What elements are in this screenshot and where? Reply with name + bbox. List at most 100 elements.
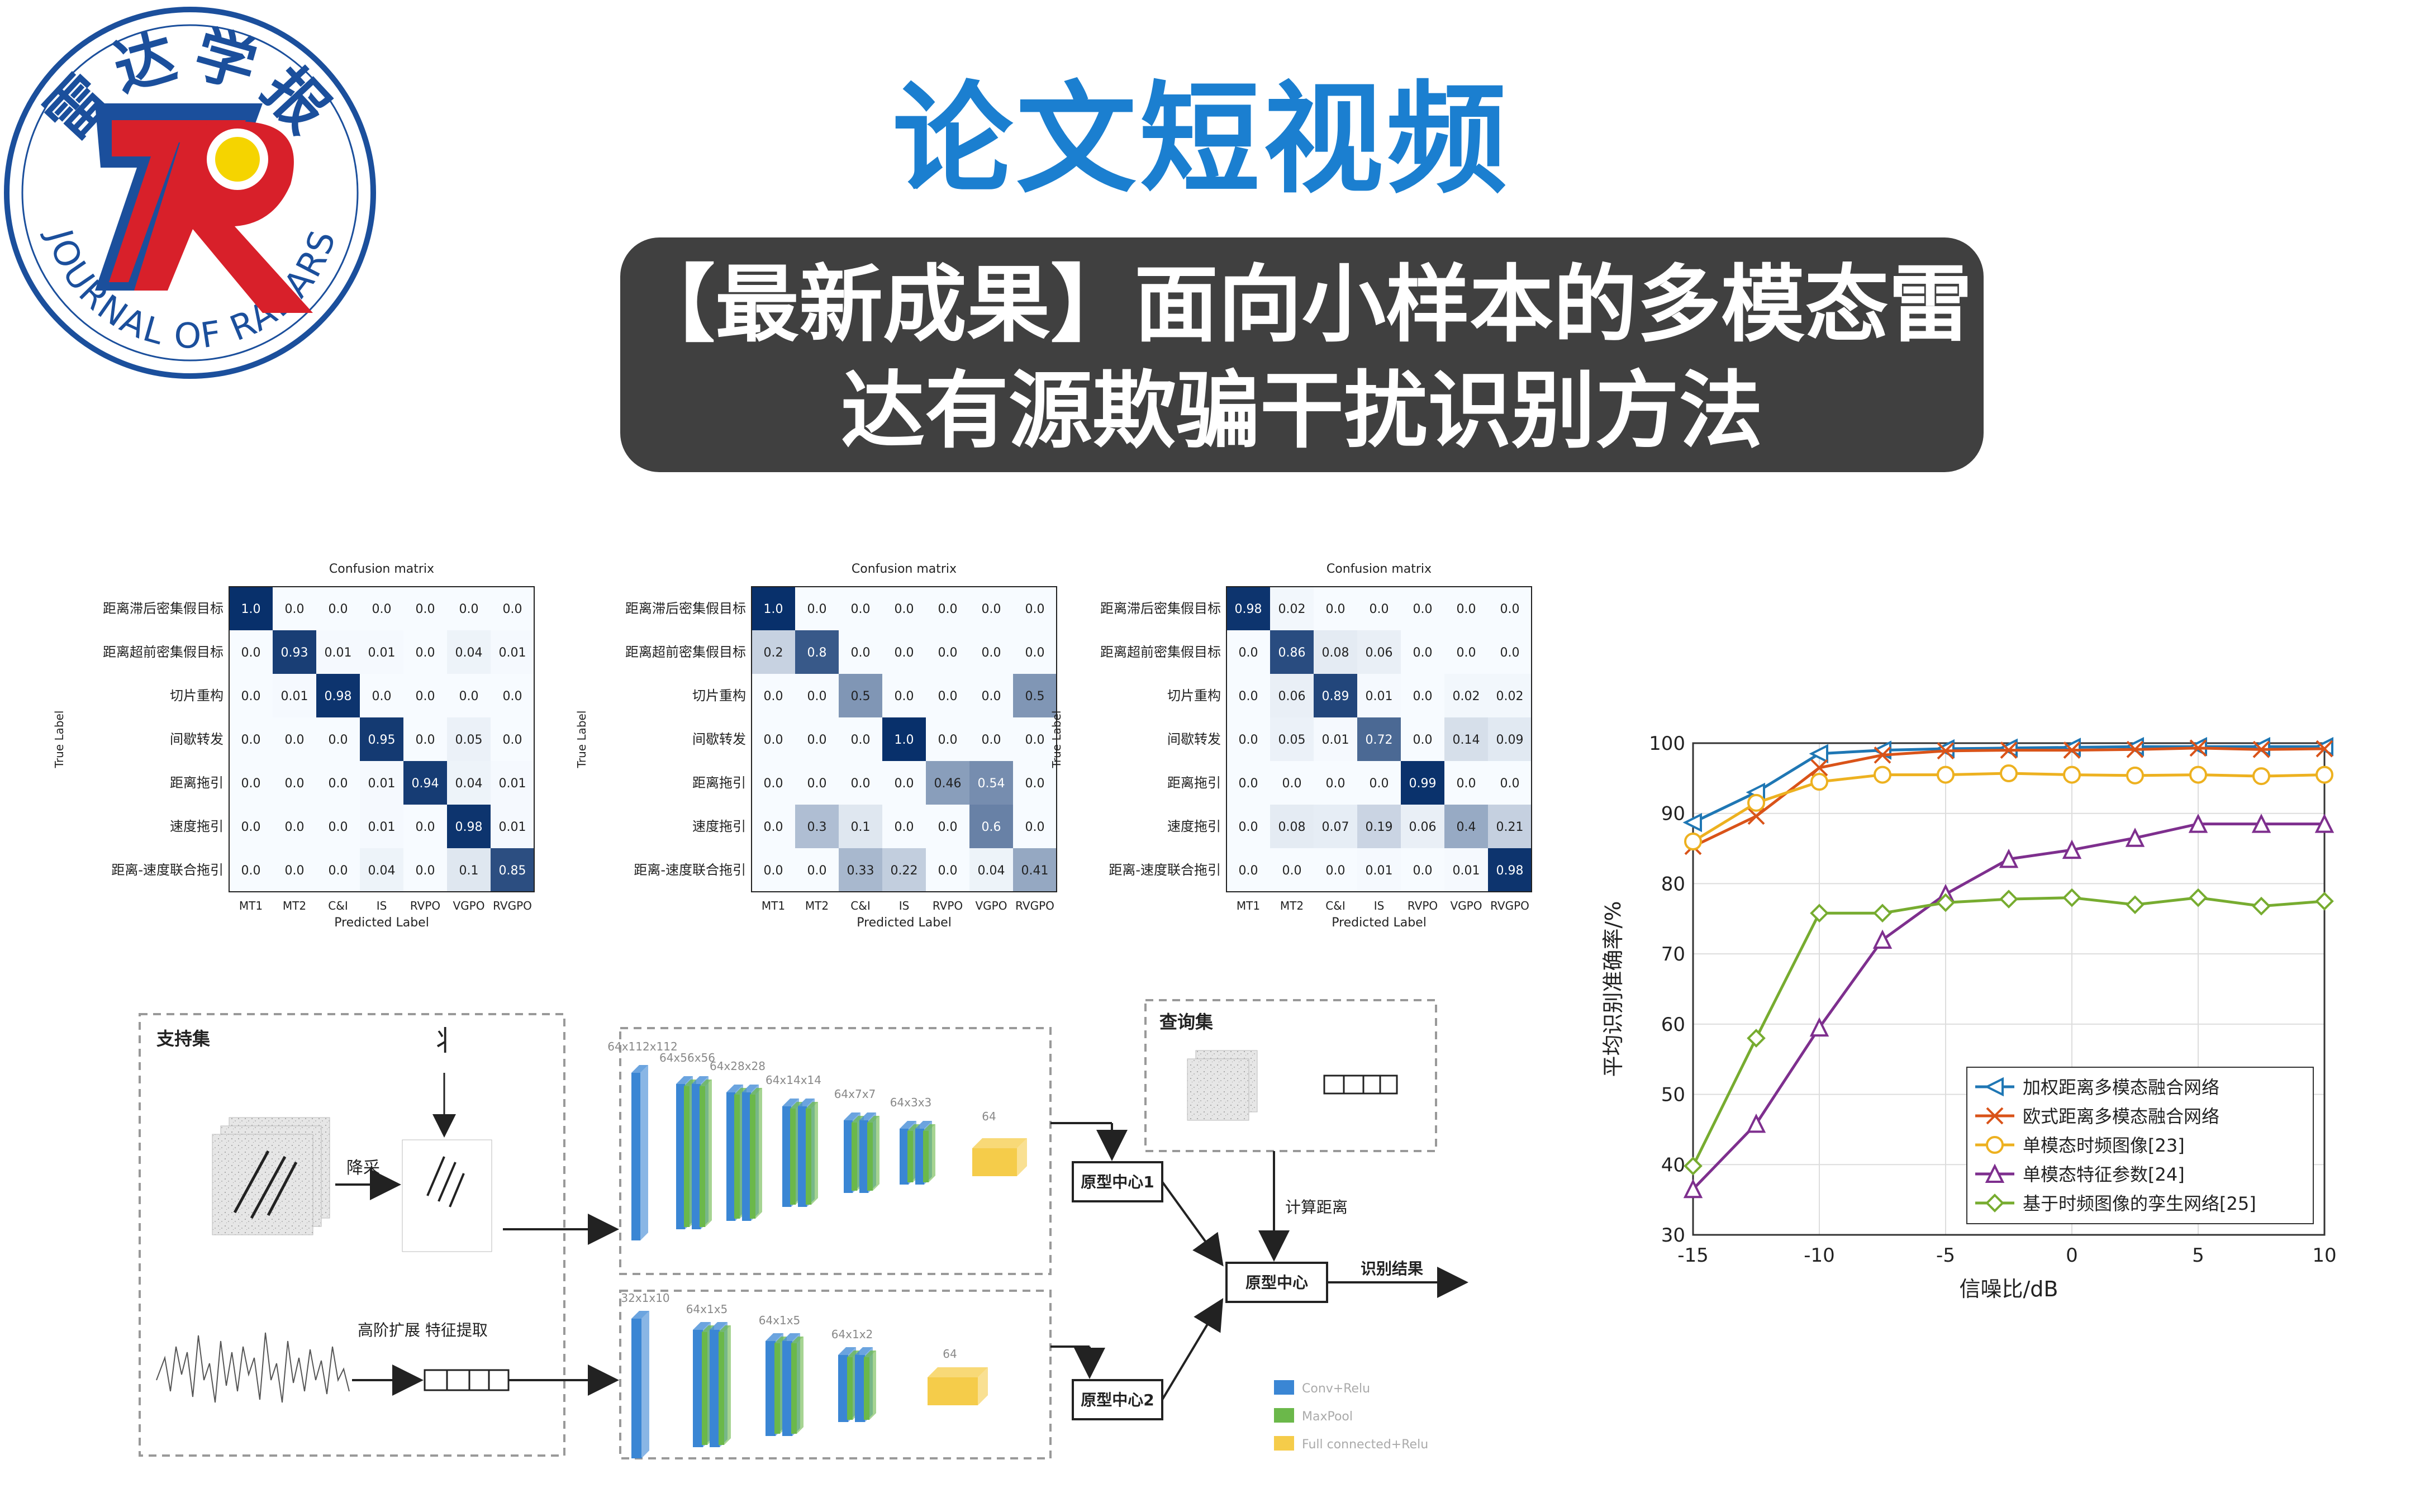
- cm-cell: [926, 848, 969, 892]
- cm-cell: [229, 805, 273, 848]
- cm-cell: [882, 761, 926, 805]
- data-point: [2126, 895, 2145, 914]
- layer-block: [631, 1073, 640, 1240]
- tf-image-stack: [212, 1117, 330, 1235]
- cm-cell-value: 0.0: [1413, 646, 1433, 660]
- cm-cell-value: 0.0: [459, 602, 479, 616]
- cm-cell-value: 0.0: [895, 820, 914, 834]
- cm-col-label: VGPO: [1451, 899, 1482, 912]
- cm-cell: [360, 717, 403, 761]
- cm-cell-value: 0.0: [416, 602, 435, 616]
- cm-cell: [491, 587, 534, 630]
- cm-cell-value: 0.0: [1413, 602, 1433, 616]
- prototype-center: [1225, 1262, 1328, 1303]
- cm-cell-value: 0.93: [281, 646, 308, 660]
- cm-cell: [1013, 848, 1057, 892]
- cm-cell-value: 1.0: [764, 602, 783, 616]
- bottom-branch-blocks: 32x1x10 64x1x5 64x1x5 64x1x2 64: [621, 1291, 988, 1458]
- cm-cell: [491, 717, 534, 761]
- cm-cell-value: 0.0: [807, 777, 827, 791]
- legend-entry: 基于时频图像的孪生网络[25]: [2023, 1193, 2256, 1214]
- query-set-box: [1144, 999, 1437, 1152]
- cm-cell: [1226, 848, 1270, 892]
- cm-cell-value: 0.0: [764, 777, 783, 791]
- cm-row-label: 距离滞后密集假目标: [103, 601, 224, 616]
- cm-cell: [1357, 761, 1401, 805]
- x-tick-label: 5: [2192, 1244, 2204, 1267]
- cm-cell-value: 0.0: [895, 646, 914, 660]
- cm-cell-value: 0.04: [978, 864, 1005, 878]
- confusion-matrix-2: Confusion matrix 1.0 0.0 0.0 0.0 0.0 0.0 0.0 距离滞…: [576, 562, 1057, 930]
- y-tick-label: 100: [1649, 733, 1685, 755]
- cm-cell-value: 0.06: [1366, 646, 1393, 660]
- journal-logo: 雷达学报 JOURNAL OF RADARS: [4, 7, 376, 379]
- cm-cell: [1444, 848, 1488, 892]
- data-point: [1935, 739, 1955, 759]
- cm-cell: [1488, 630, 1532, 674]
- x-tick-label: -15: [1677, 1244, 1709, 1267]
- cm-cell-value: 0.0: [285, 777, 305, 791]
- cm-cell-value: 0.0: [285, 820, 305, 834]
- cm-cell: [1488, 587, 1532, 630]
- cm-cell-value: 0.04: [368, 864, 396, 878]
- layer-block: [734, 1095, 740, 1219]
- layer-block: [844, 1120, 853, 1193]
- data-point: [1747, 1029, 1766, 1048]
- cm-col-label: C&I: [1325, 899, 1345, 912]
- cm-ylabel: True Label: [576, 711, 588, 769]
- cm-cell: [273, 805, 316, 848]
- cm-cell: [1314, 717, 1357, 761]
- cm-cell-value: 0.01: [499, 820, 526, 834]
- cm-cell: [926, 717, 969, 761]
- cm-title: Confusion matrix: [329, 562, 434, 576]
- cm-cell-value: 0.22: [891, 864, 918, 878]
- cm-cell-value: 0.0: [895, 777, 914, 791]
- y-tick-label: 40: [1661, 1154, 1685, 1176]
- x-axis-label: 信噪比/dB: [1960, 1277, 2058, 1301]
- cm-cell-value: 0.8: [807, 646, 827, 660]
- cm-cell-value: 0.0: [938, 733, 958, 747]
- legend-entry: 加权距离多模态融合网络: [2023, 1077, 2219, 1098]
- layer-block: [798, 1106, 807, 1207]
- cm-cell-value: 0.02: [1278, 602, 1306, 616]
- cm-cell: [926, 587, 969, 630]
- cm-row-label: 切片重构: [1167, 688, 1221, 703]
- prototype-center-2: [1072, 1379, 1163, 1420]
- cm-cell-value: 0.01: [1366, 864, 1393, 878]
- layer-block: [702, 1332, 707, 1445]
- x-tick-label: 10: [2312, 1244, 2336, 1267]
- cm-cell-value: 0.0: [1326, 602, 1345, 616]
- cm-cell-value: 0.0: [764, 864, 783, 878]
- cm-cell: [795, 674, 839, 717]
- data-point: [2062, 839, 2082, 859]
- cm-cell: [1488, 717, 1532, 761]
- cm-cell: [969, 761, 1013, 805]
- cm-cell-value: 0.0: [1025, 777, 1045, 791]
- data-point: [1747, 793, 1765, 812]
- data-point: [2126, 740, 2144, 758]
- data-point: [1874, 765, 1891, 784]
- cm-cell: [1226, 674, 1270, 717]
- support-set-box: [139, 1013, 565, 1457]
- layer-block: [847, 1357, 853, 1420]
- layer-block: [852, 1123, 857, 1191]
- cm-cell-value: 0.0: [416, 646, 435, 660]
- layer-block: [684, 1086, 690, 1227]
- cm-cell-value: 0.0: [285, 602, 305, 616]
- cm-cell-value: 0.0: [851, 777, 871, 791]
- cm-cell: [795, 805, 839, 848]
- support-set-label: 支持集: [156, 1028, 210, 1049]
- y-tick-label: 70: [1661, 943, 1685, 966]
- cm-cell: [969, 805, 1013, 848]
- layer-block: [782, 1341, 792, 1436]
- cm-cell: [882, 805, 926, 848]
- layer-block: [774, 1343, 780, 1434]
- cm-cell: [752, 761, 795, 805]
- cm-row-label: 距离-速度联合拖引: [111, 862, 224, 878]
- cm-cell-value: 0.0: [1239, 864, 1258, 878]
- layer-block: [867, 1123, 873, 1191]
- data-point: [1809, 744, 1828, 764]
- cm-cell-value: 0.0: [459, 690, 479, 703]
- cm-cell-value: 0.01: [1366, 690, 1393, 703]
- cm-cell: [795, 761, 839, 805]
